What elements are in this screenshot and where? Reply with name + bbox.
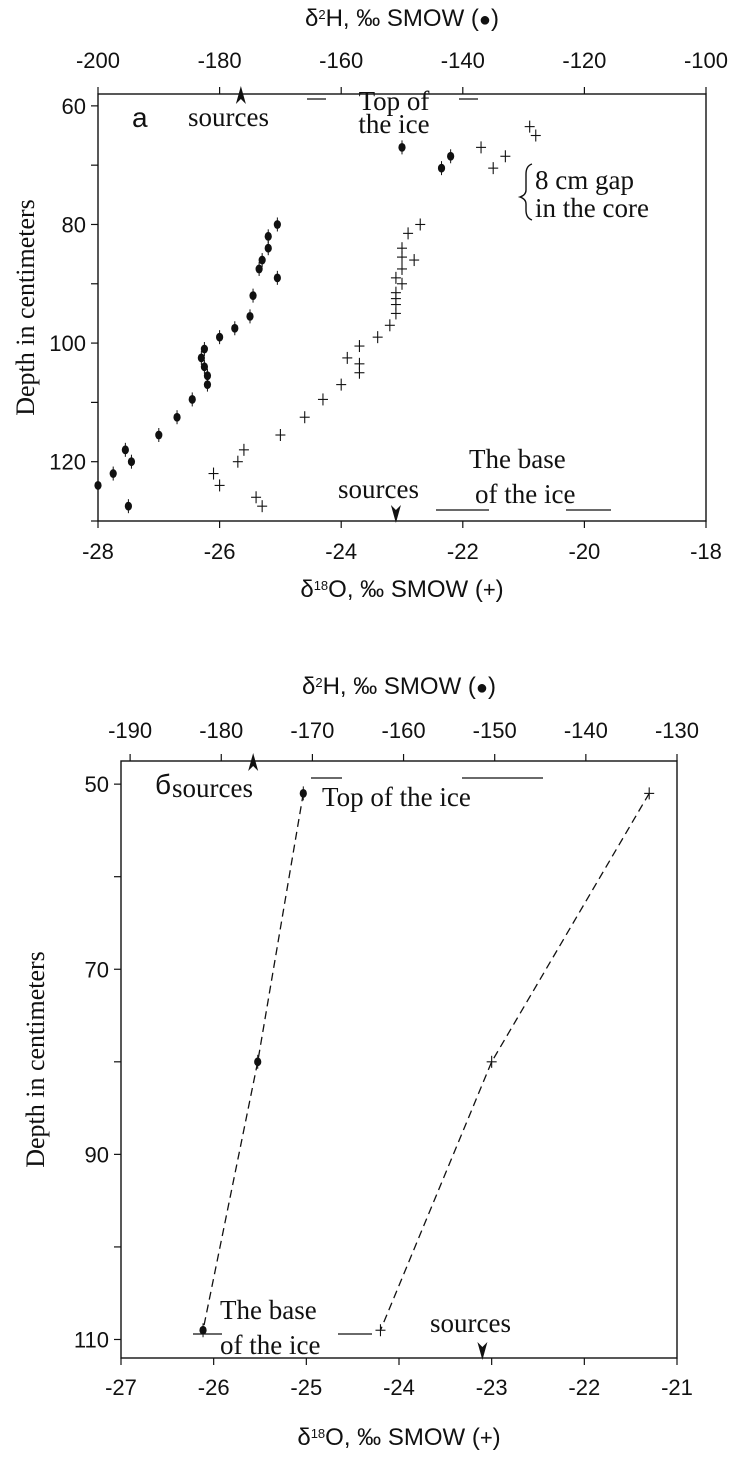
y-axis-tick-label: 110: [74, 1327, 109, 1352]
bottom-axis-tick-label: -18: [690, 539, 722, 564]
sources-arrow-down-icon: [390, 505, 401, 523]
top-axis-title: δ2H, ‰ SMOW (●): [302, 673, 496, 700]
panel-label: б: [155, 769, 171, 800]
bottom-axis-title: δ18O, ‰ SMOW (+): [300, 576, 503, 603]
top-axis-title-label-rest: H, ‰ SMOW (: [326, 5, 479, 32]
bottom-axis-title-label-sup: 18: [311, 1426, 325, 1441]
top-axis-title-label-marker: ●: [476, 677, 488, 699]
top-axis-tick-label: -160: [382, 718, 426, 743]
bottom-axis-title-label-main: δ: [297, 1424, 310, 1451]
top-axis-tick-label: -200: [76, 48, 120, 73]
sources-label-bottom: sources: [430, 1308, 511, 1338]
y-axis-title: Depth in centimeters: [11, 199, 40, 416]
top-axis-tick-label: -140: [441, 48, 485, 73]
bottom-axis-title-label-sup: 18: [314, 578, 328, 593]
top-axis-title-label-close: ): [488, 673, 496, 700]
bottom-axis-tick-label: -21: [661, 1375, 693, 1400]
top-axis-title-label-marker: ●: [479, 9, 491, 31]
gap-label: 8 cm gap: [535, 165, 634, 195]
bottom-axis-tick-label: -28: [82, 539, 114, 564]
y-axis-tick-label: 120: [49, 450, 86, 475]
gap-label: in the core: [535, 193, 649, 223]
series-0-dashed-line: [202, 793, 304, 1331]
bottom-axis-tick-label: -26: [204, 539, 236, 564]
sources-arrow-up-icon: [235, 86, 246, 104]
y-axis-tick-label: 60: [62, 94, 86, 119]
y-axis-title: Depth in centimeters: [21, 951, 50, 1168]
sources-arrow-down-icon: [477, 1342, 488, 1360]
top-axis-tick-label: -180: [198, 48, 242, 73]
bottom-axis-title-label-main: δ: [300, 576, 313, 603]
top-axis-tick-label: -150: [473, 718, 517, 743]
bottom-axis-tick-label: -24: [383, 1375, 415, 1400]
bottom-axis-tick-label: -22: [568, 1375, 600, 1400]
top-axis-tick-label: -140: [564, 718, 608, 743]
gap-brace-icon: [517, 163, 533, 221]
top-of-ice-label: Top of: [359, 86, 430, 116]
bottom-axis-title: δ18O, ‰ SMOW (+): [297, 1424, 500, 1451]
top-axis-title-label-main: δ: [305, 5, 318, 32]
sources-label-bottom: sources: [338, 474, 419, 504]
top-axis-title: δ2H, ‰ SMOW (●): [305, 5, 499, 32]
top-of-ice-label: the ice: [358, 109, 429, 139]
sources-arrow-up-icon: [248, 753, 259, 771]
top-axis-tick-label: -120: [562, 48, 606, 73]
sources-label-top: sources: [188, 102, 269, 132]
top-axis-title-label-main: δ: [302, 673, 315, 700]
base-of-ice-label: of the ice: [220, 1330, 320, 1360]
base-of-ice-label: The base: [469, 444, 566, 474]
sources-label-top: sources: [172, 773, 253, 803]
bottom-axis-title-label-close: ): [493, 1424, 501, 1451]
bottom-axis-tick-label: -22: [447, 539, 479, 564]
plot-frame: [97, 93, 707, 522]
bottom-axis-title-label-rest: O, ‰ SMOW (: [325, 1424, 480, 1451]
top-axis-title-label-close: ): [491, 5, 499, 32]
bottom-axis-tick-label: -27: [105, 1375, 137, 1400]
base-of-ice-label: of the ice: [475, 479, 575, 509]
bottom-axis-tick-label: -24: [325, 539, 357, 564]
y-axis-tick-label: 90: [85, 1142, 109, 1167]
top-axis-tick-label: -100: [684, 48, 728, 73]
top-axis-title-label-sup: 2: [318, 7, 325, 22]
bottom-axis-tick-label: -26: [198, 1375, 230, 1400]
y-axis-tick-label: 80: [62, 212, 86, 237]
y-axis-tick-label: 100: [49, 331, 86, 356]
bottom-axis-tick-label: -23: [476, 1375, 508, 1400]
panel-label: а: [132, 102, 148, 133]
top-axis-tick-label: -160: [319, 48, 363, 73]
top-axis-title-label-rest: H, ‰ SMOW (: [323, 673, 476, 700]
top-axis-tick-label: -180: [199, 718, 243, 743]
bottom-axis-title-label-marker: +: [483, 577, 496, 602]
y-axis-tick-label: 70: [85, 957, 109, 982]
bottom-axis-tick-label: -25: [290, 1375, 322, 1400]
bottom-axis-title-label-close: ): [496, 576, 504, 603]
top-axis-tick-label: -170: [290, 718, 334, 743]
bottom-axis-tick-label: -20: [569, 539, 601, 564]
top-axis-title-label-sup: 2: [315, 675, 322, 690]
bottom-axis-title-label-rest: O, ‰ SMOW (: [328, 576, 483, 603]
top-axis-tick-label: -190: [108, 718, 152, 743]
base-of-ice-label: The base: [220, 1295, 317, 1325]
series-1-dashed-line: [379, 793, 650, 1331]
top-of-ice-label: Top of the ice: [322, 782, 471, 812]
top-axis-tick-label: -130: [655, 718, 699, 743]
bottom-axis-title-label-marker: +: [480, 1425, 493, 1450]
plot-frame: [120, 760, 678, 1359]
y-axis-tick-label: 50: [85, 772, 109, 797]
